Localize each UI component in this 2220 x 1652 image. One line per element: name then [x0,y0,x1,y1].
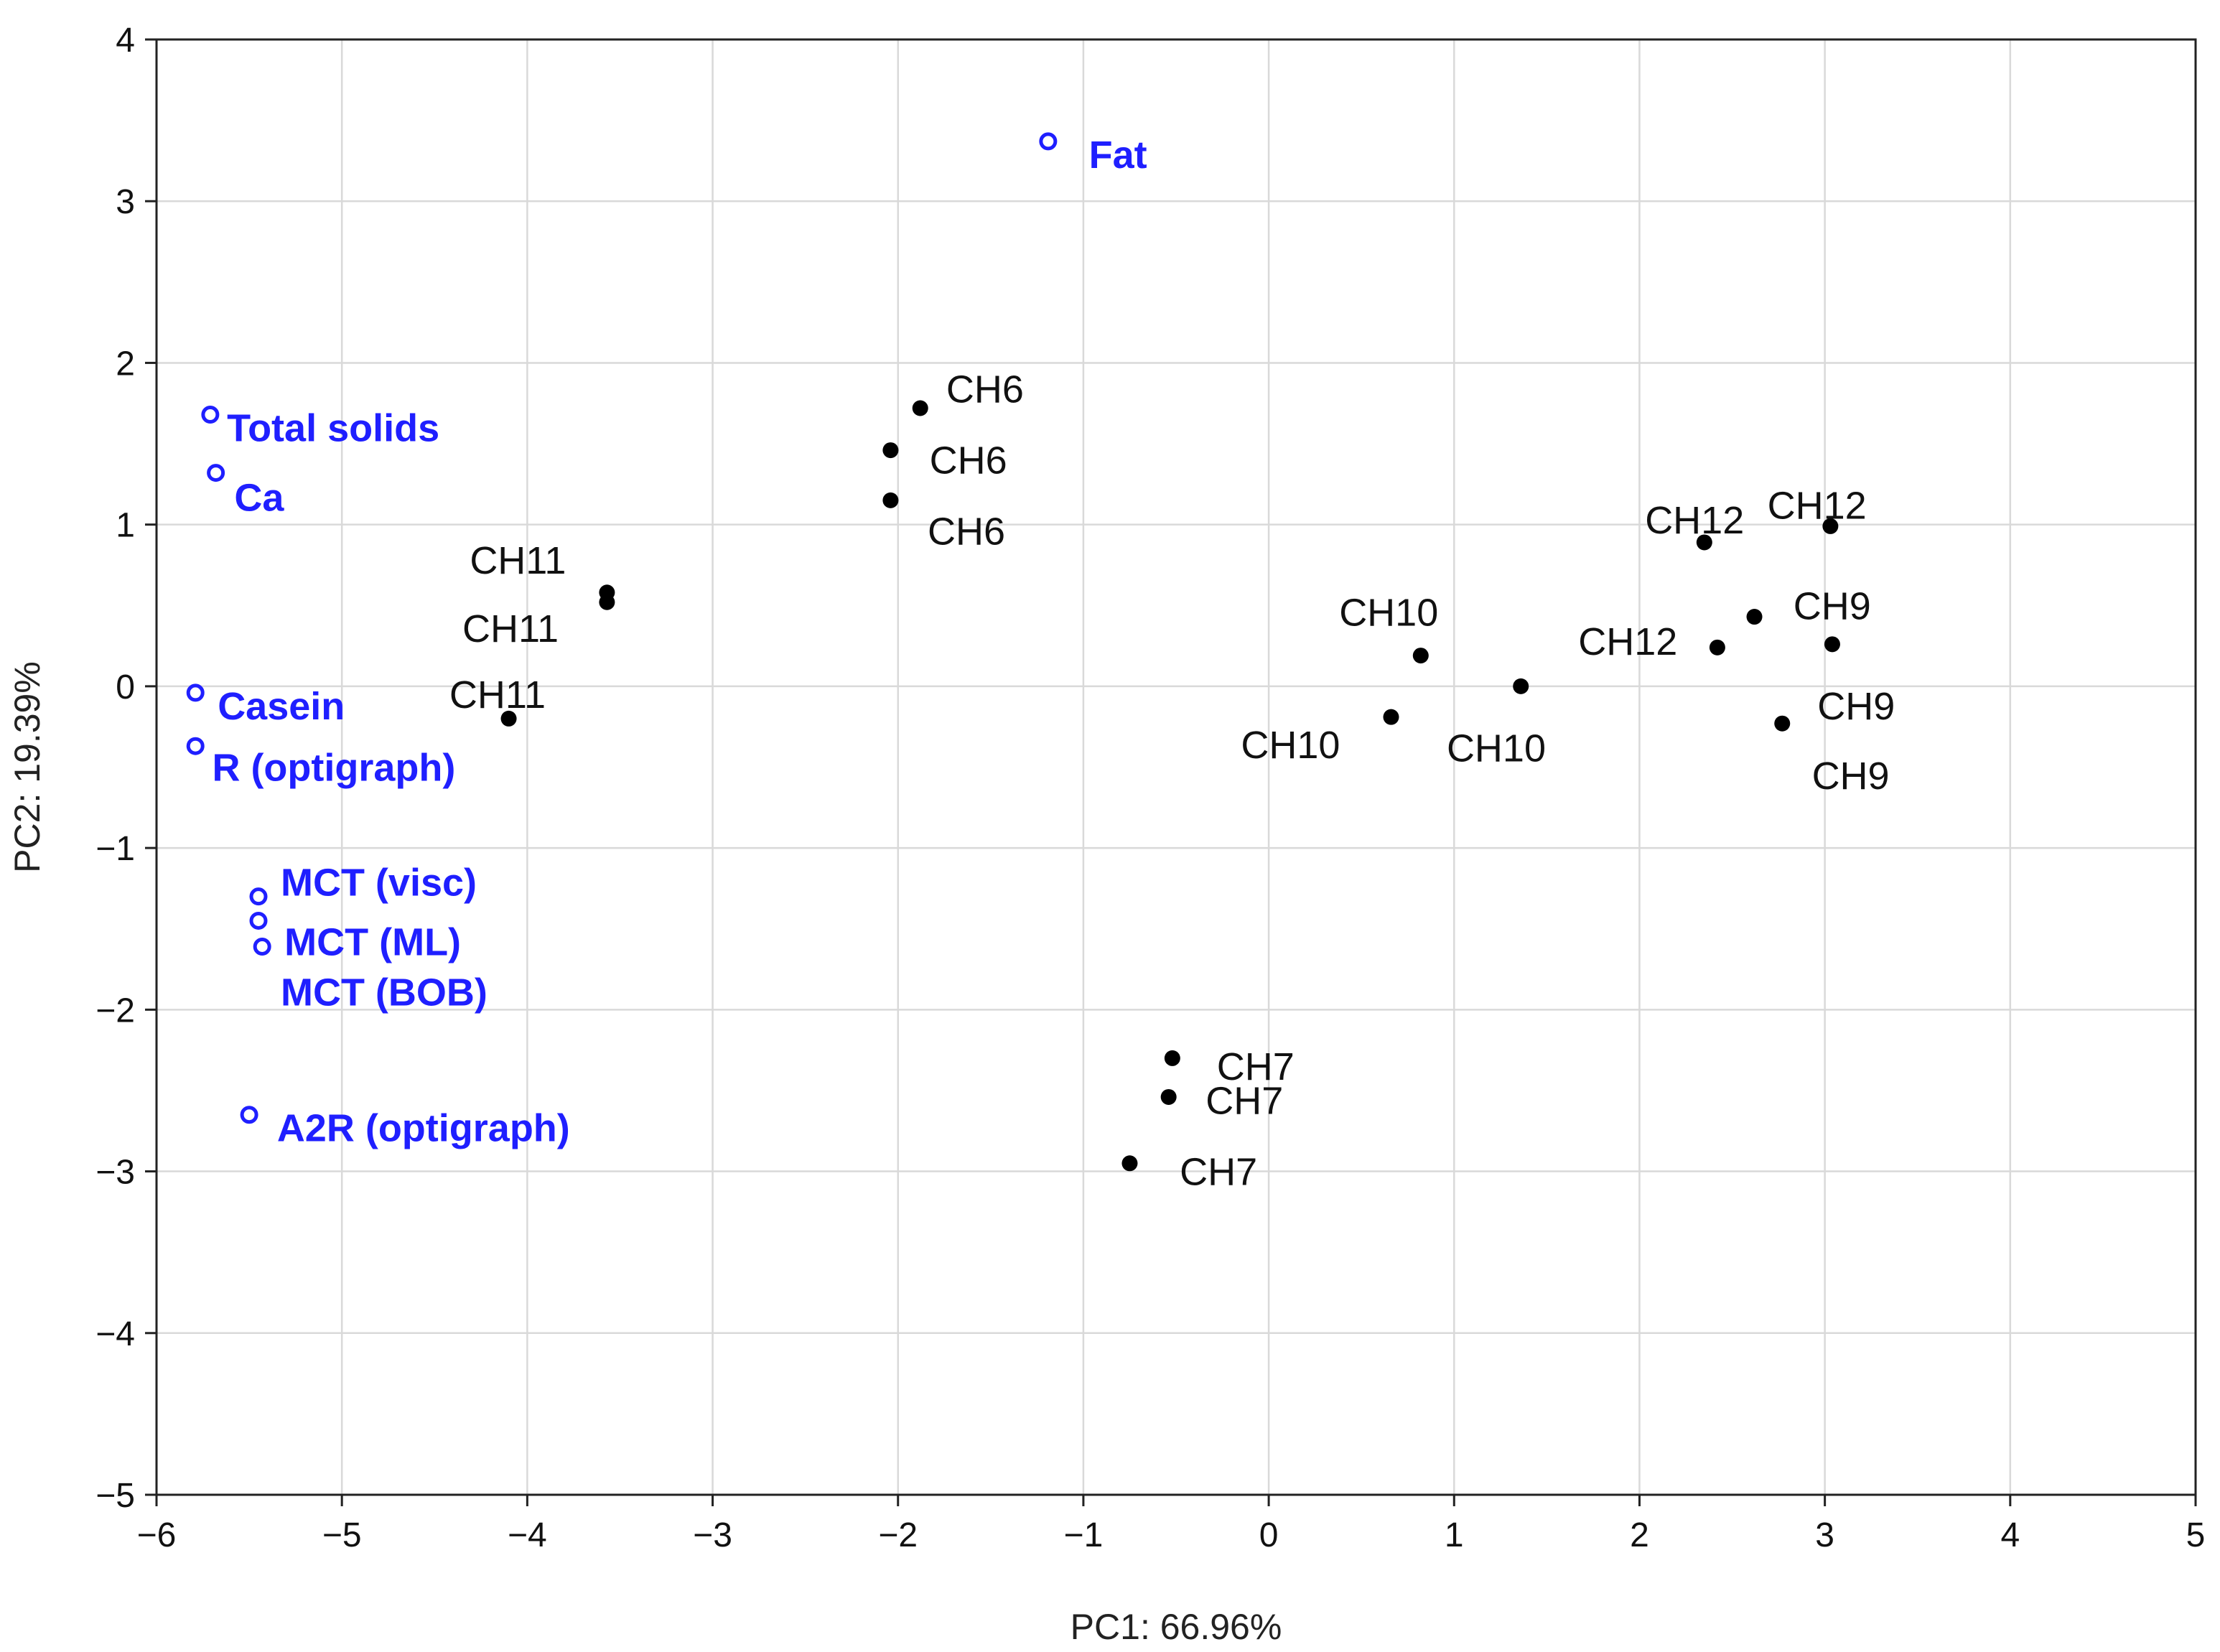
y-tick-label: −2 [95,991,135,1030]
x-tick-label: 2 [1630,1516,1649,1554]
variable-point [207,464,225,482]
variable-point [249,887,268,906]
y-tick-label: −4 [95,1315,135,1353]
variable-point [201,406,220,424]
variable-label: MCT (BOB) [281,971,488,1014]
sample-point [1412,648,1429,664]
y-tick-label: 1 [116,507,135,545]
sample-point [1774,715,1791,732]
sample-label: CH7 [1205,1079,1283,1122]
variable-point [249,911,268,930]
x-tick-label: −2 [878,1516,918,1554]
variable-point [186,683,205,702]
sample-label: CH6 [928,510,1005,554]
variable-label: R (optigraph) [212,747,455,790]
sample-point [1709,639,1725,655]
variable-label: A2R (optigraph) [277,1107,570,1150]
y-tick-label: −1 [95,830,135,868]
variable-label: Casein [218,685,345,728]
sample-point [1513,678,1529,694]
sample-label: CH12 [1645,499,1744,542]
x-tick-label: 0 [1259,1516,1279,1554]
sample-label: CH10 [1241,724,1340,767]
sample-point [912,400,928,416]
variable-point [1039,132,1058,151]
x-axis-label: PC1: 66.96% [1071,1607,1282,1647]
grid [157,39,2196,1495]
y-tick-label: 0 [116,668,135,706]
sample-point [882,442,899,459]
x-tick-label: 3 [1815,1516,1834,1554]
variable-label: Fat [1089,134,1147,177]
y-tick-label: 2 [116,345,135,383]
sample-point [1121,1155,1138,1172]
y-tick-label: −5 [95,1477,135,1515]
sample-label: CH9 [1817,685,1895,728]
sample-label: CH11 [449,673,546,717]
plot-frame [155,38,2197,1496]
x-tick-label: −6 [137,1516,177,1554]
sample-point [1160,1088,1177,1105]
sample-label: CH10 [1339,591,1438,634]
x-tick-label: −4 [508,1516,547,1554]
sample-label: CH6 [930,439,1007,482]
variable-point [186,737,205,755]
sample-label: CH6 [946,368,1024,411]
sample-point [1383,709,1399,725]
sample-point [500,710,517,727]
sample-label: CH12 [1768,485,1867,528]
sample-point [882,492,899,508]
sample-label: CH9 [1794,584,1871,627]
sample-label: CH7 [1217,1045,1295,1088]
sample-label: CH11 [462,607,559,650]
variable-label: MCT (ML) [284,921,461,964]
variable-point [253,937,271,956]
y-tick-label: 3 [116,183,135,221]
variable-label: Ca [234,476,284,519]
x-tick-label: 1 [1445,1516,1464,1554]
variable-point [240,1106,258,1124]
data-points [186,132,1840,1172]
y-tick-label: −3 [95,1154,135,1192]
sample-point [1696,534,1712,551]
sample-label: CH12 [1578,620,1677,663]
sample-point [1164,1050,1180,1066]
y-tick-label: 4 [116,22,135,60]
sample-label: CH7 [1180,1151,1257,1194]
sample-label: CH10 [1447,727,1546,770]
sample-point [1746,609,1763,625]
sample-point [1822,518,1839,534]
y-axis-label: PC2: 19.39% [7,661,47,873]
sample-point [1824,636,1840,653]
x-tick-label: −1 [1064,1516,1104,1554]
sample-label: CH9 [1812,755,1890,798]
x-tick-label: 5 [2186,1516,2206,1554]
x-tick-label: 4 [2000,1516,2020,1554]
sample-label: CH11 [470,539,566,582]
sample-point [599,594,615,610]
x-tick-label: −3 [693,1516,732,1554]
x-tick-label: −5 [322,1516,362,1554]
variable-label: MCT (visc) [281,861,477,904]
variable-label: Total solids [227,407,439,450]
axis-ticks [145,38,2197,1506]
